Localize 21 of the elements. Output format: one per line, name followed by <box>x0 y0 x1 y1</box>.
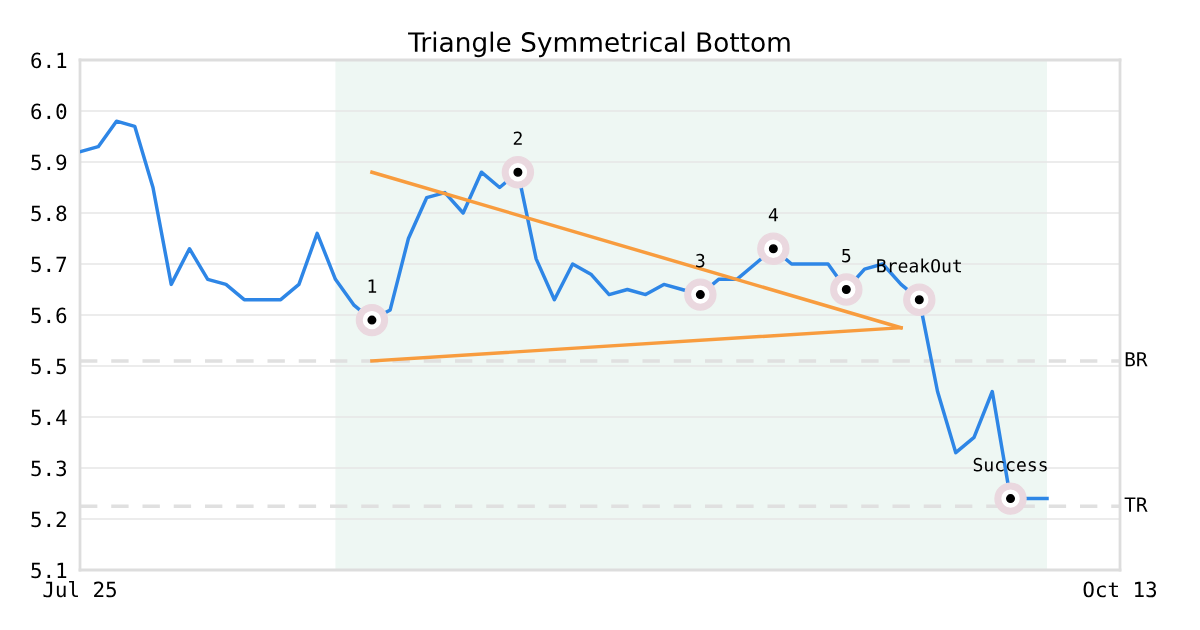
y-tick-label: 6.1 <box>31 52 67 69</box>
annotation: 1 <box>368 279 377 293</box>
y-tick-label: 5.7 <box>31 256 67 273</box>
y-tick-label: 5.1 <box>31 562 67 579</box>
annotation: 3 <box>696 253 705 268</box>
x-tick-label: Jul 25 <box>43 581 116 598</box>
y-tick-label: 5.3 <box>31 460 67 477</box>
y-tick-label: 5.5 <box>31 358 66 375</box>
y-tick-label: 5.9 <box>31 154 67 171</box>
x-tick-label: Oct 13 <box>1083 581 1157 598</box>
ref-line-label: TR <box>1124 497 1148 512</box>
y-tick-label: 5.6 <box>31 307 67 324</box>
annotation: 2 <box>513 131 522 145</box>
y-tick-label: 5.8 <box>31 205 67 222</box>
annotation: 4 <box>768 208 778 222</box>
ref-line-label: BR <box>1125 352 1148 367</box>
y-tick-label: 5.4 <box>31 409 67 426</box>
annotation: 5 <box>842 248 851 263</box>
y-tick-label: 5.2 <box>31 511 66 528</box>
y-tick-label: 6.0 <box>31 103 67 120</box>
chart-title: Triangle Symmetrical Bottom <box>408 31 790 58</box>
